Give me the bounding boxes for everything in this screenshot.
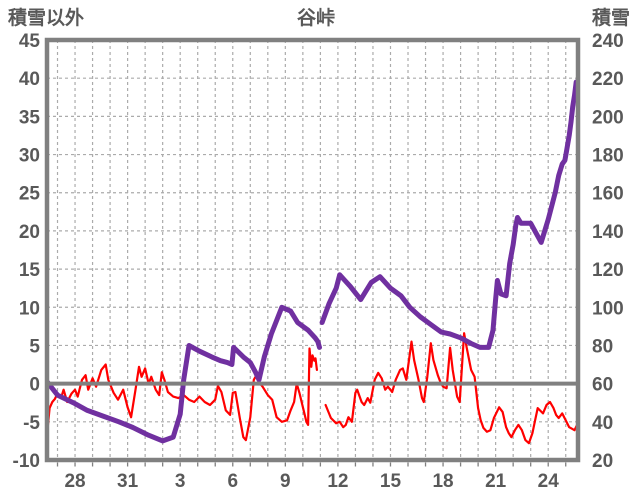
- data-series: [45, 79, 580, 445]
- x-axis-tick-label: 9: [280, 471, 291, 492]
- right-axis-tick-label: 80: [592, 336, 613, 357]
- series-line-snow-depth: [45, 304, 322, 444]
- x-axis-tick-label: 21: [485, 471, 507, 492]
- axis-tick-labels: 45 40 35 30 25 20 15 10 5 0 -5 -10 240 220 200 180 160 14…: [13, 31, 624, 492]
- left-axis-tick-label: 10: [19, 298, 40, 319]
- x-axis-tick-label: 6: [227, 471, 238, 492]
- gridlines: [47, 40, 578, 460]
- x-axis-tick-label: 24: [538, 471, 560, 492]
- right-axis-tick-label: 100: [592, 298, 624, 319]
- chart-title: 谷峠: [297, 7, 335, 29]
- left-axis-title: 積雪以外: [8, 6, 84, 29]
- x-axis-tick-label: 31: [117, 471, 139, 492]
- left-axis-tick-label: 30: [19, 146, 40, 167]
- left-axis-tick-label: 45: [19, 31, 41, 52]
- x-axis-tick-label: 12: [327, 471, 348, 492]
- right-axis-tick-label: 180: [592, 146, 624, 167]
- right-axis-tick-label: 20: [592, 451, 613, 472]
- left-axis-tick-label: -5: [23, 413, 40, 434]
- left-axis-tick-label: -10: [13, 451, 40, 472]
- left-axis-tick-label: 0: [29, 375, 40, 396]
- right-axis-title: 積雪: [592, 6, 630, 29]
- series-line-snow-depth: [319, 79, 580, 350]
- left-axis-tick-label: 40: [19, 69, 40, 90]
- x-axis-tick-label: 28: [64, 471, 85, 492]
- x-axis-tick-label: 3: [175, 471, 186, 492]
- axes: [44, 37, 581, 467]
- right-axis-tick-label: 120: [592, 260, 624, 281]
- left-axis-tick-label: 15: [19, 260, 41, 281]
- left-axis-tick-label: 20: [19, 222, 40, 243]
- right-axis-tick-label: 140: [592, 222, 624, 243]
- x-axis-tick-label: 15: [380, 471, 402, 492]
- left-axis-tick-label: 25: [19, 184, 41, 205]
- right-axis-tick-label: 160: [592, 184, 624, 205]
- right-axis-tick-label: 200: [592, 107, 624, 128]
- right-axis-tick-label: 220: [592, 69, 624, 90]
- plot-border: [44, 37, 581, 463]
- series-line-other-than-snow: [324, 332, 579, 445]
- left-axis-tick-label: 35: [19, 107, 41, 128]
- right-axis-tick-label: 40: [592, 413, 613, 434]
- x-axis-tick-label: 18: [432, 471, 453, 492]
- left-axis-tick-label: 5: [29, 336, 40, 357]
- right-axis-tick-label: 60: [592, 375, 613, 396]
- right-axis-tick-label: 240: [592, 31, 624, 52]
